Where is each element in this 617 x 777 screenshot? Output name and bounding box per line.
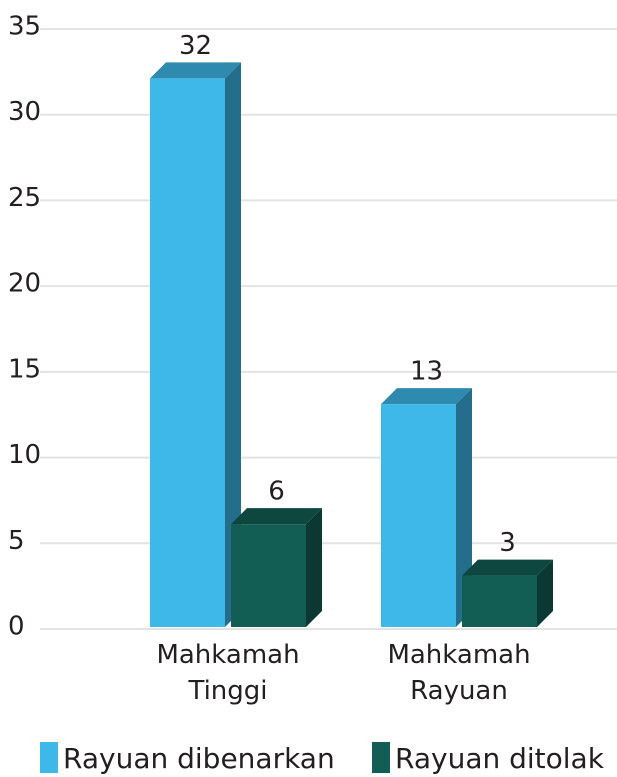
bar-front [462, 575, 537, 627]
x-tick-label: Mahkamah Rayuan [387, 640, 530, 706]
bar-side [456, 388, 472, 627]
bar-top [381, 388, 472, 405]
legend-label: Rayuan ditolak [395, 742, 605, 775]
legend-swatch [40, 742, 58, 773]
bar [381, 388, 472, 627]
value-label: 6 [268, 477, 285, 507]
bar-side [306, 508, 322, 627]
bar [150, 62, 241, 627]
y-tick-label: 5 [8, 526, 25, 556]
y-tick-label: 15 [8, 354, 41, 384]
bar-side [225, 62, 241, 627]
bar [231, 508, 322, 627]
value-label: 3 [499, 528, 516, 558]
bar-front [150, 78, 225, 627]
bar-front [231, 524, 306, 627]
legend-swatch [372, 742, 390, 773]
bar-top [150, 62, 241, 79]
x-tick-label: Mahkamah Tinggi [156, 640, 299, 706]
y-tick-label: 0 [8, 612, 25, 642]
bar-side [537, 559, 553, 627]
bar [462, 559, 553, 627]
y-tick-label: 25 [8, 183, 41, 213]
bar-top [462, 559, 553, 576]
value-label: 13 [410, 357, 443, 387]
bar-top [231, 508, 322, 525]
y-tick-label: 35 [8, 12, 41, 42]
legend-label: Rayuan dibenarkan [63, 742, 335, 775]
y-tick-label: 30 [8, 97, 41, 127]
bar-front [381, 404, 456, 627]
y-tick-label: 20 [8, 269, 41, 299]
value-label: 32 [179, 31, 212, 61]
y-tick-label: 10 [8, 440, 41, 470]
